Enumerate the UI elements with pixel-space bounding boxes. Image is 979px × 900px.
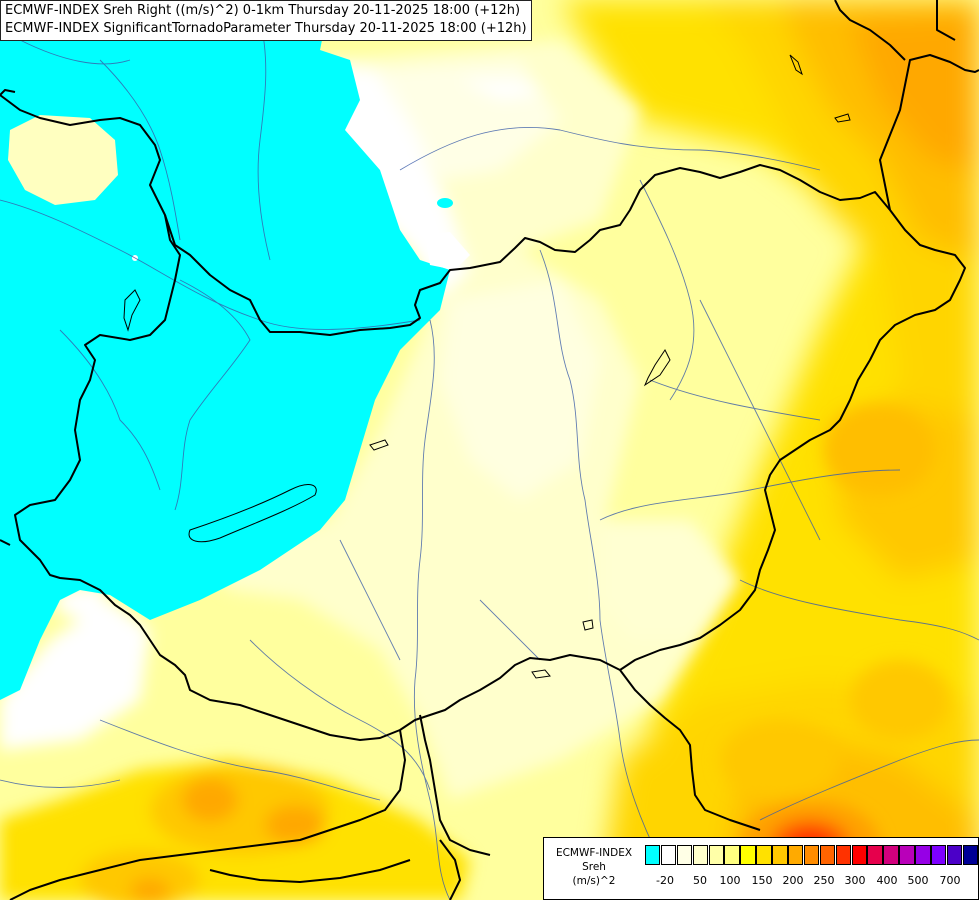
legend-title-source: ECMWF-INDEX bbox=[555, 847, 633, 859]
pale-field bbox=[200, 40, 740, 800]
color-legend: ECMWF-INDEX Sreh (m/s)^2 -20 50 100 150 200 2… bbox=[543, 837, 979, 900]
title-line-sreh: ECMWF-INDEX Sreh Right ((m/s)^2) 0-1km T… bbox=[5, 3, 521, 18]
legend-swatch bbox=[740, 845, 756, 865]
legend-swatch bbox=[962, 845, 979, 865]
legend-tick-label: 150 bbox=[751, 874, 773, 887]
legend-title-unit: (m/s)^2 bbox=[572, 875, 616, 887]
legend-swatch bbox=[692, 845, 709, 865]
legend-tick-label: 250 bbox=[813, 874, 835, 887]
legend-tick-label: 50 bbox=[693, 874, 707, 887]
lakes bbox=[123, 54, 851, 679]
legend-tick-label: 400 bbox=[876, 874, 898, 887]
legend-swatch bbox=[660, 845, 677, 865]
legend-tick-label: 300 bbox=[844, 874, 866, 887]
legend-swatch bbox=[819, 845, 836, 865]
legend-swatch bbox=[851, 845, 867, 865]
legend-swatches bbox=[645, 845, 979, 865]
legend-swatch bbox=[946, 845, 963, 865]
legend-tick-label: 500 bbox=[907, 874, 929, 887]
legend-swatch bbox=[724, 845, 740, 865]
legend-ticks: -20 50 100 150 200 250 300 400 500 700 bbox=[645, 874, 975, 890]
legend-title: ECMWF-INDEX Sreh (m/s)^2 bbox=[546, 846, 642, 888]
legend-swatch bbox=[788, 845, 804, 865]
legend-swatch bbox=[867, 845, 883, 865]
legend-swatch bbox=[931, 845, 947, 865]
legend-swatch bbox=[645, 845, 661, 865]
legend-swatch bbox=[772, 845, 788, 865]
legend-swatch bbox=[676, 845, 693, 865]
cyan-hole bbox=[8, 115, 118, 205]
legend-tick-label: 700 bbox=[939, 874, 961, 887]
legend-swatch bbox=[835, 845, 852, 865]
legend-tick-label: 200 bbox=[782, 874, 804, 887]
map-title-box: ECMWF-INDEX Sreh Right ((m/s)^2) 0-1km T… bbox=[0, 0, 532, 41]
legend-swatch bbox=[883, 845, 899, 865]
title-line-stp: ECMWF-INDEX SignificantTornadoParameter … bbox=[5, 21, 527, 36]
rivers bbox=[0, 19, 979, 900]
legend-tick-label: 100 bbox=[719, 874, 741, 887]
legend-title-variable: Sreh bbox=[582, 861, 606, 873]
legend-tick-label: -20 bbox=[656, 874, 674, 887]
legend-swatch bbox=[756, 845, 772, 865]
legend-swatch bbox=[708, 845, 724, 865]
legend-swatch bbox=[803, 845, 820, 865]
legend-swatch bbox=[915, 845, 931, 865]
legend-swatch bbox=[899, 845, 915, 865]
